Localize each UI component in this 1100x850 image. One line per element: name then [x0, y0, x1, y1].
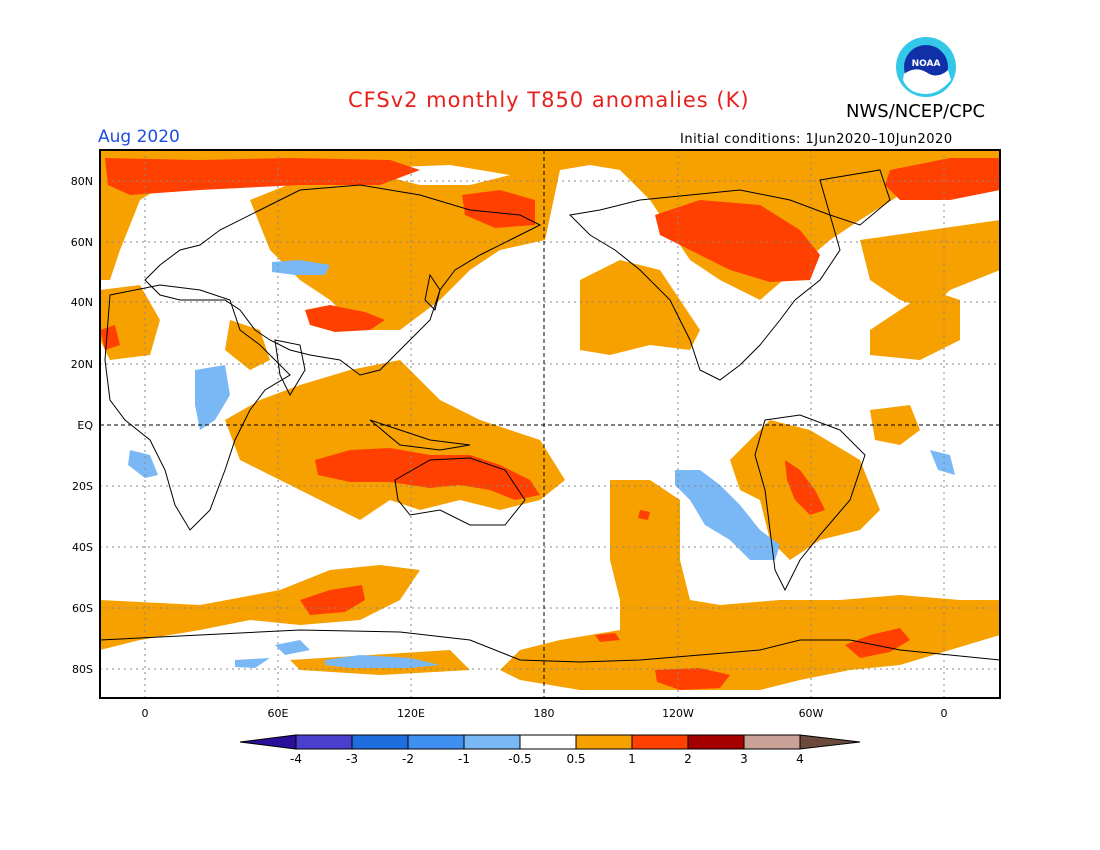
colorbar-swatch: [463, 734, 521, 750]
colorbar-tick-label: 0.5: [566, 752, 585, 766]
lon-label: 60W: [799, 707, 824, 720]
colorbar-arrow-low: [239, 734, 297, 750]
lat-label: 40N: [71, 296, 93, 309]
anomaly-orange: [100, 150, 1000, 690]
lat-label: 40S: [72, 541, 93, 554]
anomaly-red: [100, 158, 1000, 690]
colorbar-swatch: [631, 734, 689, 750]
colorbar-tick-label: 2: [684, 752, 692, 766]
colorbar-tick-label: -0.5: [508, 752, 531, 766]
map-title: CFSv2 monthly T850 anomalies (K): [348, 88, 750, 112]
colorbar-tick-label: -4: [290, 752, 302, 766]
colorbar-swatch: [575, 734, 633, 750]
colorbar-tick-label: -2: [402, 752, 414, 766]
noaa-logo: NOAA: [896, 37, 956, 97]
colorbar-swatch: [351, 734, 409, 750]
coastlines: [100, 169, 1000, 663]
equator-dateline: [100, 150, 1000, 698]
lon-label: 60E: [268, 707, 289, 720]
anomaly-blue: [128, 260, 955, 668]
colorbar-tick-label: -1: [458, 752, 470, 766]
forecast-period: Aug 2020: [98, 127, 180, 147]
lon-label: 120W: [662, 707, 694, 720]
colorbar-tick-label: 4: [796, 752, 804, 766]
lat-label: 80S: [72, 663, 93, 676]
lat-label: 60S: [72, 602, 93, 615]
colorbar-arrow-high: [799, 734, 861, 750]
colorbar-tick-label: 1: [628, 752, 636, 766]
lat-label: 80N: [71, 175, 93, 188]
colorbar-swatch: [295, 734, 353, 750]
agency-label: NWS/NCEP/CPC: [846, 101, 986, 122]
lon-label: 0: [142, 707, 149, 720]
lat-label: 20N: [71, 358, 93, 371]
map-gridlines: [100, 150, 1000, 698]
lat-label: EQ: [77, 419, 93, 432]
lon-label: 180: [534, 707, 555, 720]
colorbar-swatch: [407, 734, 465, 750]
colorbar-swatch: [743, 734, 801, 750]
latitude-labels: 80N 60N 40N 20N EQ 20S 40S 60S 80S: [71, 175, 94, 676]
colorbar-tick-label: 3: [740, 752, 748, 766]
colorbar-swatch: [687, 734, 745, 750]
longitude-labels: 0 60E 120E 180 120W 60W 0: [142, 707, 948, 720]
colorbar: -4 -3 -2 -1 -0.5 0.5 1 2 3 4: [239, 734, 861, 766]
map-frame: [99, 149, 1001, 699]
lat-label: 60N: [71, 236, 93, 249]
lon-label: 120E: [397, 707, 425, 720]
initial-conditions: Initial conditions: 1Jun2020–10Jun2020: [680, 132, 953, 147]
colorbar-swatch: [519, 734, 577, 750]
colorbar-tick-label: -3: [346, 752, 358, 766]
svg-text:NOAA: NOAA: [912, 59, 941, 69]
lon-label: 0: [941, 707, 948, 720]
lat-label: 20S: [72, 480, 93, 493]
